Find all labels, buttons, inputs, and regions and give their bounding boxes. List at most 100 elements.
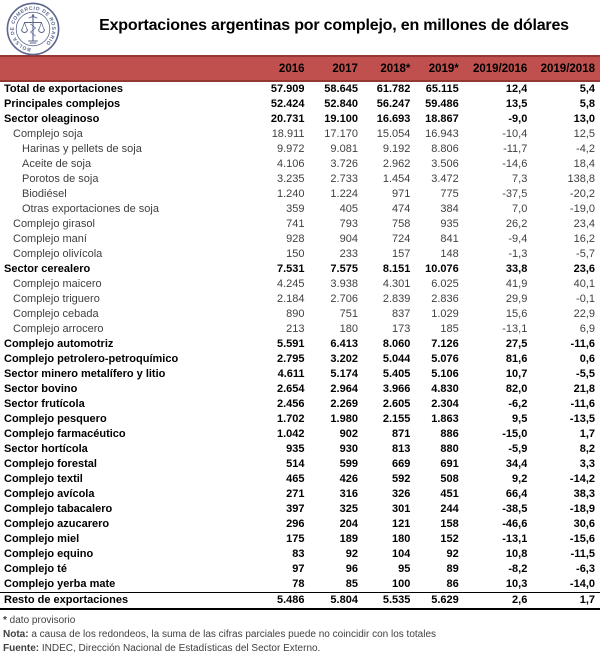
row-value: 2.795 [276,353,305,365]
row-value: -5,9 [508,443,528,455]
row-value: 152 [440,533,459,545]
row-value: 121 [392,518,411,530]
table-row: Total de exportaciones 57.909 58.645 61.782… [0,81,600,97]
row-value: -5,7 [576,248,595,260]
row-value: 158 [440,518,459,530]
table-row: Complejo maní 928 904 724 841 -9,4 16,2 [0,232,600,247]
row-value: 89 [446,563,459,575]
row-value: 82,0 [505,383,528,395]
row-value: 157 [392,248,411,260]
table-row: Complejo triguero 2.184 2.706 2.839 2.836 29,… [0,292,600,307]
row-value: 1.702 [276,413,305,425]
row-value: 9.081 [330,143,358,155]
row-value: 886 [440,428,459,440]
table-body: Total de exportaciones 57.909 58.645 61.782… [0,81,600,609]
row-value: 871 [392,428,411,440]
row-label: Complejo arrocero [13,323,104,335]
row-value: -9,0 [508,113,528,125]
row-label: Sector hortícola [4,443,88,455]
rounding-note: Nota: a causa de los redondeos, la suma … [3,628,600,642]
row-value: 890 [286,308,305,320]
row-value: 59.486 [425,98,459,110]
row-value: 724 [392,233,411,245]
row-value: 8.060 [382,338,411,350]
row-value: 880 [440,443,459,455]
table-row: Complejo azucarero 296 204 121 158 -46,6 30,6 [0,517,600,532]
row-value: 96 [345,563,358,575]
exports-table: 2016 2017 2018* 2019* 2019/2016 2019/2018 Tot… [0,55,600,610]
row-value: 935 [286,443,305,455]
row-label: Total de exportaciones [4,83,123,95]
row-value: 22,9 [573,308,595,320]
row-value: 301 [392,503,411,515]
row-value: 8,2 [579,443,595,455]
row-value: -1,3 [508,248,528,260]
row-value: 148 [440,248,459,260]
row-value: 325 [339,503,358,515]
row-value: -15,0 [502,428,528,440]
row-value: 5.076 [431,353,459,365]
row-label: Complejo maní [13,233,87,245]
table-row: Complejo equino 83 92 104 92 10,8 -11,5 [0,547,600,562]
row-value: 27,5 [505,338,528,350]
row-value: 7.126 [431,338,459,350]
row-label: Complejo maicero [13,278,102,290]
row-value: 928 [286,233,305,245]
column-header: 2019* [410,55,459,82]
table-row: Complejo té 97 96 95 89 -8,2 -6,3 [0,562,600,577]
row-value: 5,8 [579,98,595,110]
row-value: 19.100 [324,113,358,125]
row-value: 592 [392,473,411,485]
row-value: 56.247 [376,98,411,110]
row-value: 397 [286,503,305,515]
row-value: -11,7 [503,143,528,155]
row-value: 775 [440,188,459,200]
column-header: 2018* [357,55,411,82]
table-row: Complejo olivícola 150 233 157 148 -1,3 -5,7 [0,247,600,262]
row-value: 5.044 [382,353,411,365]
table-row: Complejo textil 465 426 592 508 9,2 -14,2 [0,472,600,487]
row-label: Complejo automotriz [4,338,114,350]
row-value: 426 [339,473,358,485]
table-row: Complejo cebada 890 751 837 1.029 15,6 22,9 [0,307,600,322]
row-value: 150 [286,248,305,260]
row-value: 20.731 [270,113,305,125]
row-value: 296 [286,518,305,530]
table-row: Resto de exportaciones 5.486 5.804 5.535 5.6… [0,592,600,609]
row-value: 13,5 [505,98,528,110]
row-value: -6,2 [508,398,528,410]
row-value: -18,9 [569,503,595,515]
row-label: Complejo azucarero [4,518,110,530]
table-row: Sector bovino 2.654 2.964 3.966 4.830 82,0 21,… [0,382,600,397]
table-row: Complejo soja 18.911 17.170 15.054 16.943 -10… [0,127,600,142]
row-label: Complejo cebada [13,308,99,320]
row-label: Aceite de soja [22,158,92,170]
row-value: 474 [392,203,411,215]
row-label: Complejo soja [13,128,83,140]
row-value: 83 [292,548,305,560]
row-label: Complejo té [4,563,67,575]
provisional-note: * dato provisorio [3,614,600,628]
table-row: Otras exportaciones de soja 359 405 474 384 7… [0,202,600,217]
row-value: 793 [339,218,358,230]
table-row: Complejo girasol 741 793 758 935 26,2 23,4 [0,217,600,232]
row-value: 58.645 [324,83,358,95]
row-value: 4.245 [276,278,305,290]
row-value: 316 [339,488,358,500]
rounding-note-prefix: Nota: [3,629,29,640]
row-value: 5.629 [410,592,459,609]
row-value: 213 [286,323,305,335]
row-value: 12,5 [573,128,595,140]
rounding-note-text: a causa de los redondeos, la suma de las… [28,629,437,640]
table-row: Sector minero metalífero y litio 4.611 5.1… [0,367,600,382]
row-value: -46,6 [502,518,528,530]
row-value: -13,1 [502,323,528,335]
page-title: Exportaciones argentinas por complejo, e… [99,17,569,34]
row-label: Sector bovino [4,383,78,395]
row-label: Porotos de soja [22,173,99,185]
row-value: 180 [339,323,358,335]
row-value: 271 [286,488,305,500]
header: BOLSA DE COMERCIO DE ROSARIO Exportacion… [0,0,600,56]
row-label: Otras exportaciones de soja [22,203,159,215]
